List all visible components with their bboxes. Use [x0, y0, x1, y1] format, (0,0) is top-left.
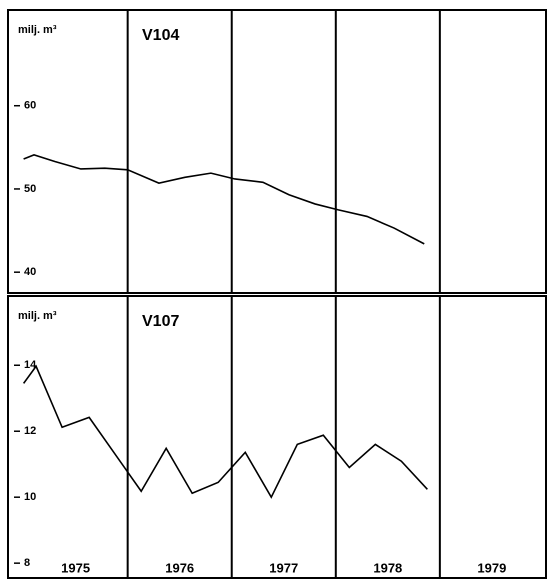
chart-title: V104: [142, 27, 179, 44]
y-tick-label: 10: [24, 491, 36, 503]
y-tick-label: 14: [24, 359, 37, 371]
data-line: [23, 153, 425, 245]
y-tick-label: 60: [24, 100, 36, 112]
panel-frame: [7, 9, 547, 294]
x-tick-label: 1976: [165, 560, 194, 575]
x-tick-label: 1978: [373, 560, 402, 575]
data-line: [22, 364, 428, 499]
y-tick-label: 12: [24, 425, 36, 437]
y-tick-label: 40: [24, 266, 36, 278]
y-tick-label: 8: [24, 557, 30, 569]
y-axis-label: milj. m³: [18, 24, 57, 36]
x-tick-label: 1975: [61, 560, 90, 575]
x-tick-label: 1977: [269, 560, 298, 575]
chart-title: V107: [142, 313, 179, 330]
x-tick-label: 1979: [477, 560, 506, 575]
y-tick-label: 50: [24, 183, 36, 195]
y-axis-label: milj. m³: [18, 310, 57, 322]
panel-frame: [7, 295, 547, 579]
